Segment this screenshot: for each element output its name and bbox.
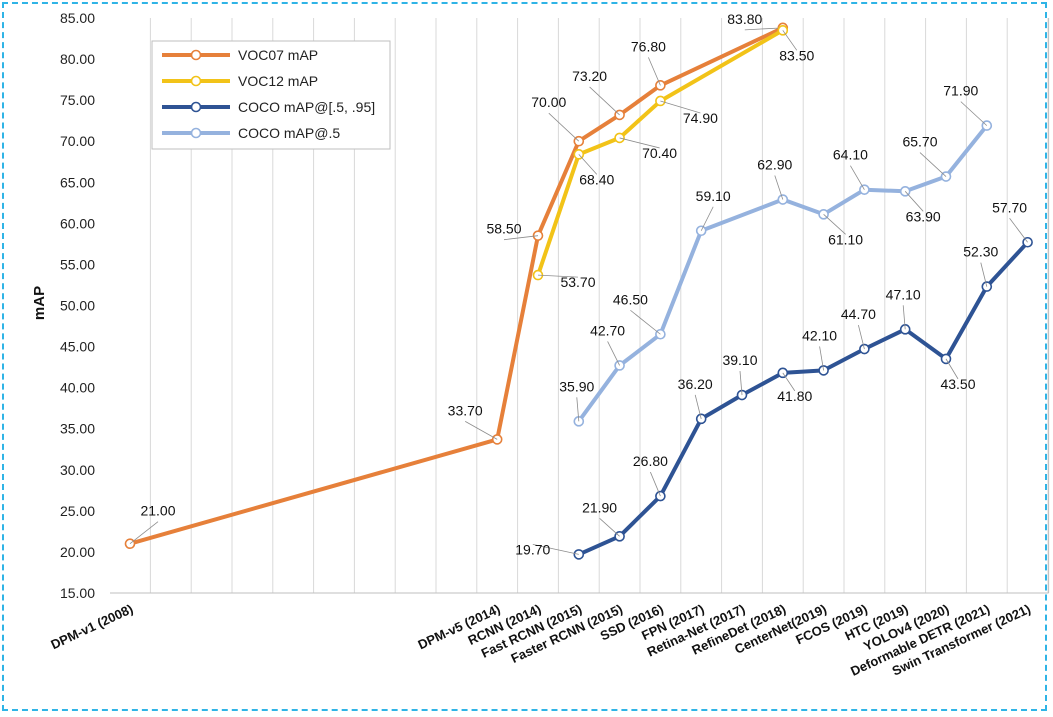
data-label: 33.70 — [448, 402, 483, 418]
data-label: 21.90 — [582, 499, 617, 515]
leader-line — [904, 191, 924, 212]
data-label: 35.90 — [559, 378, 594, 394]
leader-line — [960, 101, 988, 126]
data-label: 41.80 — [777, 388, 812, 404]
leader-line — [782, 30, 798, 51]
y-axis-label: mAP — [31, 286, 48, 320]
y-tick-label: 40.00 — [60, 380, 95, 396]
leader-line — [650, 471, 661, 497]
data-label: 44.70 — [841, 306, 876, 322]
data-label: 61.10 — [828, 231, 863, 247]
data-label: 47.10 — [886, 286, 921, 302]
legend-marker — [190, 127, 202, 139]
data-label: 62.90 — [757, 157, 792, 173]
data-label: 39.10 — [722, 352, 757, 368]
data-label: 21.00 — [140, 503, 175, 519]
leader-line — [819, 346, 824, 371]
y-tick-label: 45.00 — [60, 339, 95, 355]
y-tick-label: 30.00 — [60, 462, 95, 478]
data-label: 68.40 — [579, 171, 614, 187]
y-tick-label: 35.00 — [60, 421, 95, 437]
legend-entry: VOC07 mAP — [238, 47, 318, 63]
data-label: 63.90 — [906, 208, 941, 224]
legend-entry: COCO mAP@.5 — [238, 125, 340, 141]
leader-line — [980, 262, 988, 287]
data-label: 65.70 — [902, 134, 937, 150]
legend-marker — [190, 49, 202, 61]
data-label: 26.80 — [633, 453, 668, 469]
y-tick-label: 65.00 — [60, 174, 95, 190]
leader-line — [630, 309, 661, 335]
x-tick-label: DPM-v1 (2008) — [48, 601, 135, 652]
leader-line — [578, 154, 598, 175]
y-tick-label: 55.00 — [60, 256, 95, 272]
leader-line — [129, 521, 159, 545]
leader-line — [548, 112, 580, 142]
leader-line — [607, 341, 620, 366]
y-tick-label: 25.00 — [60, 503, 95, 519]
data-label: 70.00 — [531, 94, 566, 110]
data-label: 59.10 — [696, 188, 731, 204]
leader-line — [774, 175, 784, 200]
data-label: 53.70 — [560, 274, 595, 290]
leader-line — [1009, 218, 1028, 243]
leader-line — [700, 206, 714, 231]
y-tick-label: 75.00 — [60, 92, 95, 108]
leader-line — [576, 397, 580, 422]
leader-line — [503, 235, 539, 241]
legend-entry: VOC12 mAP — [238, 73, 318, 89]
y-tick-label: 20.00 — [60, 544, 95, 560]
series-line — [577, 124, 989, 423]
y-tick-label: 85.00 — [60, 10, 95, 26]
data-point — [777, 25, 789, 36]
data-label: 43.50 — [940, 376, 975, 392]
legend-entry: COCO mAP@[.5, .95] — [238, 99, 375, 115]
leader-line — [619, 137, 660, 149]
data-label: 36.20 — [678, 376, 713, 392]
y-tick-label: 70.00 — [60, 133, 95, 149]
leader-line — [858, 324, 865, 350]
data-label: 64.10 — [833, 147, 868, 163]
data-label: 74.90 — [683, 110, 718, 126]
y-tick-label: 50.00 — [60, 298, 95, 314]
leader-line — [823, 214, 846, 235]
leader-line — [589, 86, 620, 116]
data-label: 73.20 — [572, 68, 607, 84]
data-label: 42.70 — [590, 322, 625, 338]
leader-line — [902, 305, 906, 330]
leader-line — [465, 421, 498, 440]
data-label: 46.50 — [613, 291, 648, 307]
data-label: 70.40 — [642, 145, 677, 161]
data-label: 42.10 — [802, 327, 837, 343]
y-tick-label: 80.00 — [60, 51, 95, 67]
data-label: 58.50 — [486, 221, 521, 237]
data-label: 83.80 — [727, 11, 762, 27]
leader-line — [537, 274, 579, 278]
leader-line — [782, 372, 796, 392]
leader-line — [648, 57, 661, 86]
data-label: 57.70 — [992, 199, 1027, 215]
data-label: 71.90 — [943, 83, 978, 99]
leader-line — [744, 27, 783, 31]
leader-line — [850, 165, 865, 190]
data-label: 76.80 — [631, 38, 666, 54]
leader-line — [919, 152, 947, 177]
leader-line — [945, 358, 959, 380]
leader-line — [660, 100, 701, 114]
data-label: 83.50 — [779, 47, 814, 63]
leader-line — [599, 518, 620, 537]
y-tick-label: 15.00 — [60, 585, 95, 601]
data-label: 19.70 — [515, 541, 550, 557]
leader-line — [739, 371, 743, 396]
legend-marker — [190, 101, 202, 113]
y-tick-label: 60.00 — [60, 215, 95, 231]
leader-line — [532, 544, 579, 555]
series-line — [577, 240, 1030, 557]
data-label: 52.30 — [963, 244, 998, 260]
leader-line — [694, 394, 702, 419]
legend-marker — [190, 75, 202, 87]
